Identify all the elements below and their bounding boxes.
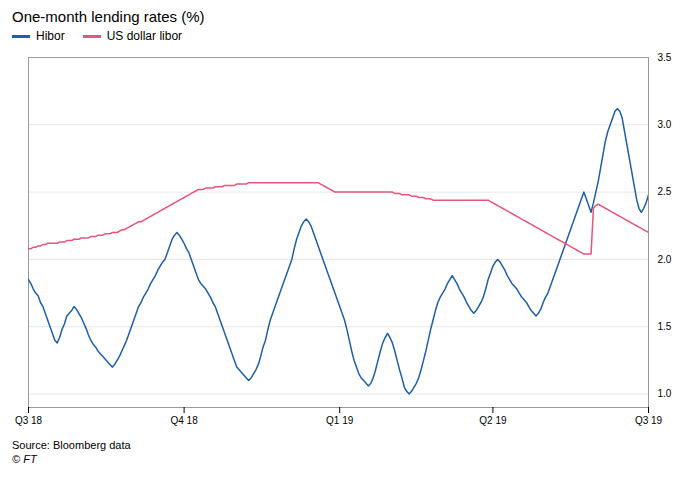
- svg-text:Q2 19: Q2 19: [479, 415, 507, 426]
- svg-text:Q3 18: Q3 18: [15, 415, 43, 426]
- svg-text:1.5: 1.5: [658, 321, 672, 332]
- html-text:Source: Bloomberg data: Source: Bloomberg data: [12, 439, 131, 451]
- svg-text:2.0: 2.0: [658, 254, 672, 265]
- html-text:© FT: © FT: [12, 453, 37, 465]
- html-text:Hibor: Hibor: [36, 29, 65, 43]
- svg-text:Q3 19: Q3 19: [635, 415, 663, 426]
- svg-text:1.0: 1.0: [658, 388, 672, 399]
- html-text:US dollar libor: US dollar libor: [106, 29, 183, 43]
- svg-text:2.5: 2.5: [658, 186, 672, 197]
- svg-text:Q4 18: Q4 18: [170, 415, 198, 426]
- html-text:One-month lending rates (%): One-month lending rates (%): [12, 8, 205, 25]
- svg-text:3.5: 3.5: [658, 52, 672, 63]
- svg-text:Q1 19: Q1 19: [326, 415, 354, 426]
- svg-text:3.0: 3.0: [658, 119, 672, 130]
